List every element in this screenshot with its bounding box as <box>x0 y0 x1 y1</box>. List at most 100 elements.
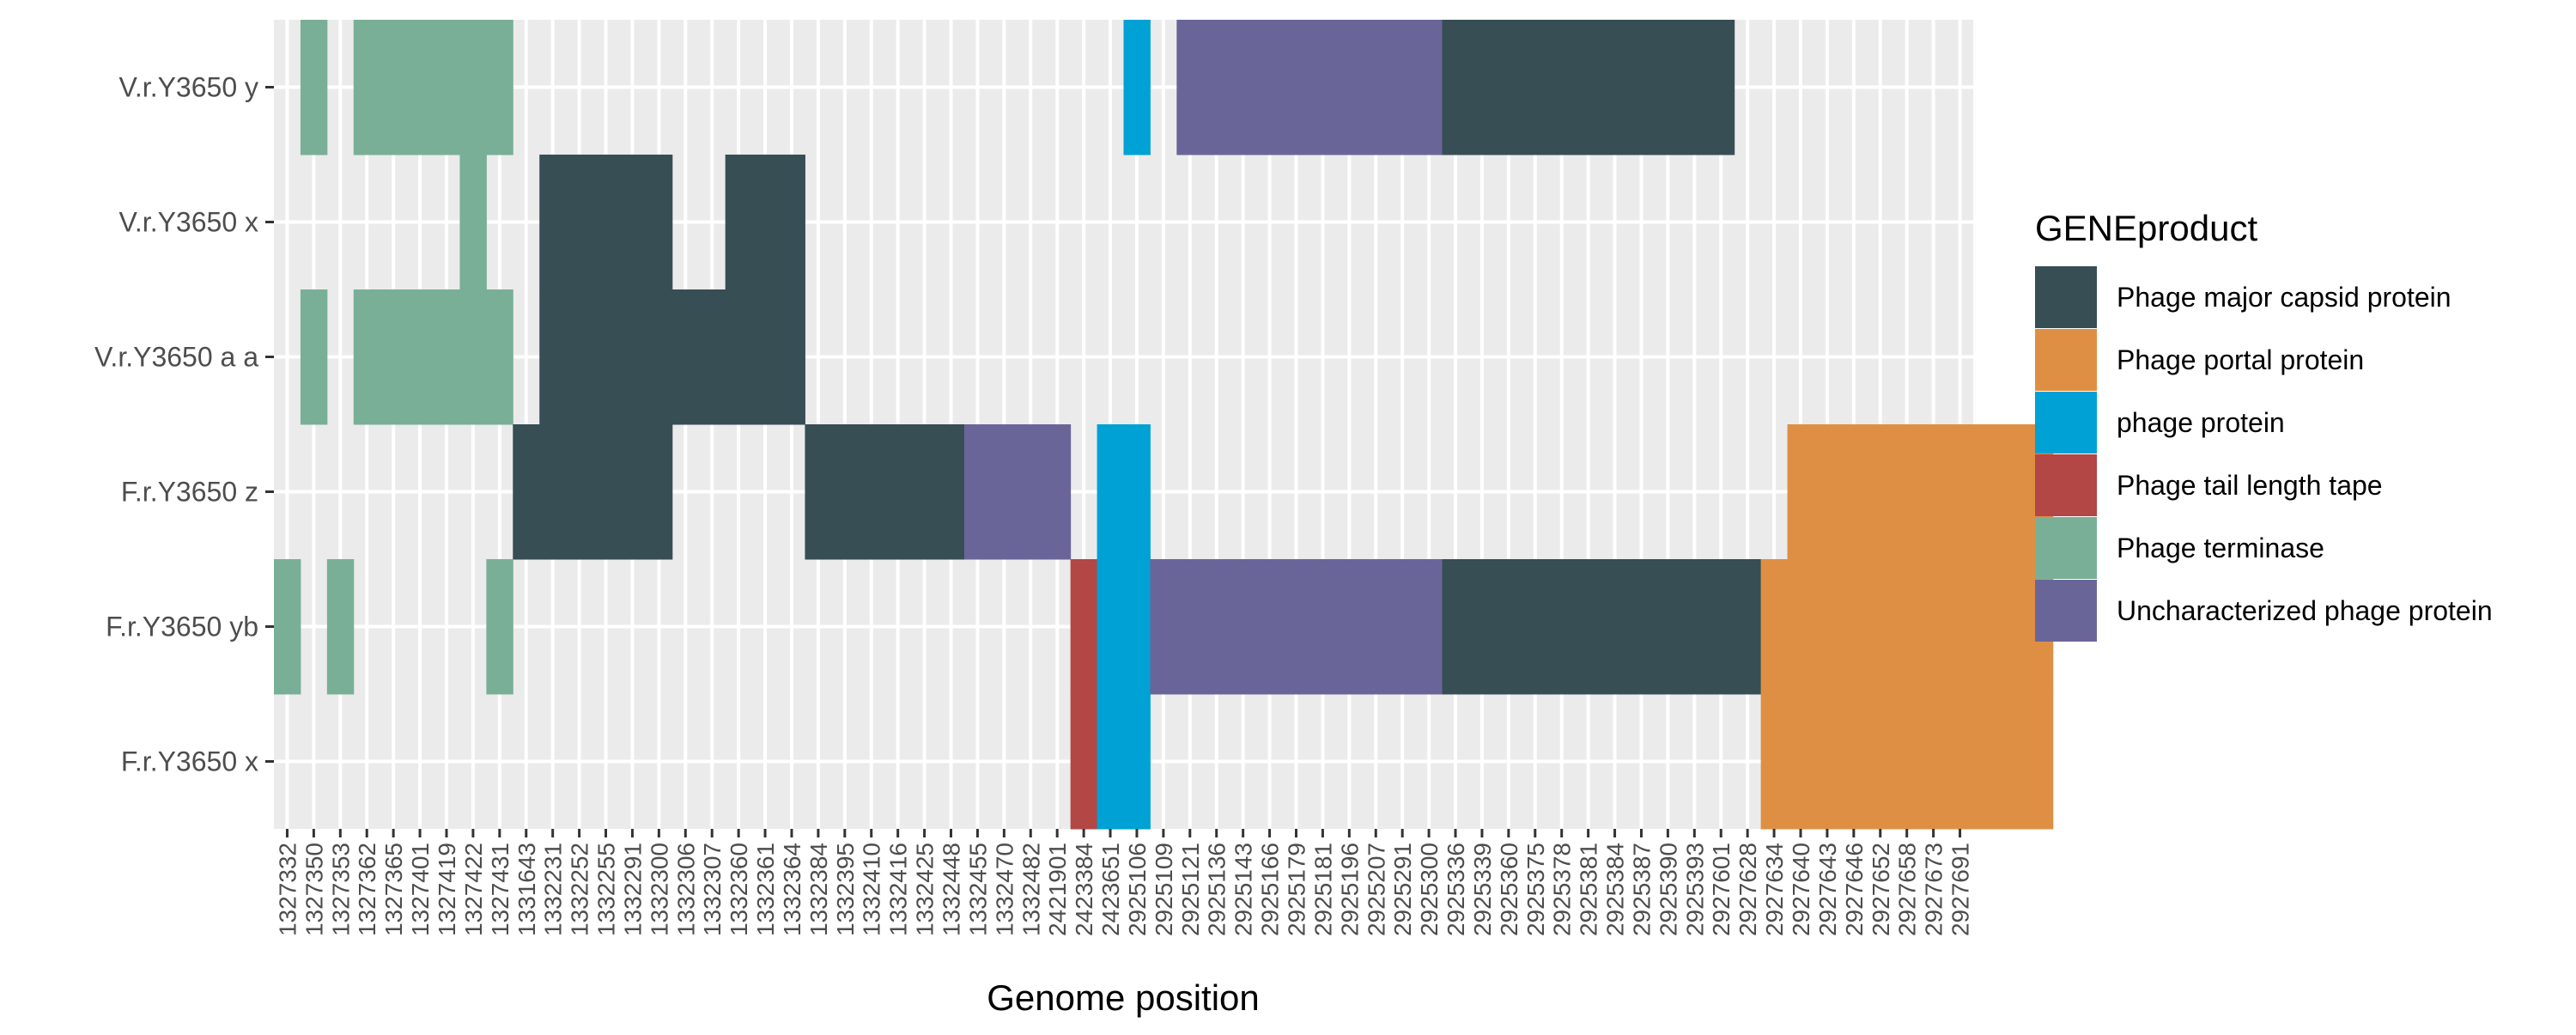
x-tick-label: 1332231 <box>540 843 567 936</box>
x-tick-label: 1332307 <box>699 843 726 936</box>
y-tick-label: F.r.Y3650 z <box>121 477 258 508</box>
heatmap-tile <box>805 424 965 560</box>
legend-label: Phage major capsid protein <box>2117 282 2451 313</box>
x-tick-label: 2927652 <box>1868 843 1894 936</box>
y-tick-label: V.r.Y3650 x <box>119 207 259 238</box>
heatmap-tile <box>1070 559 1098 695</box>
x-tick-label: 1332395 <box>832 843 859 936</box>
x-tick-label: 1332470 <box>991 843 1018 936</box>
x-tick-label: 2925393 <box>1681 843 1708 936</box>
x-tick-label: 1332300 <box>646 843 672 936</box>
x-tick-label: 2927628 <box>1735 843 1761 936</box>
x-tick-label: 1327401 <box>407 843 434 936</box>
x-tick-label: 1332364 <box>779 843 805 936</box>
x-tick-label: 2925387 <box>1628 843 1655 936</box>
heatmap-tile <box>353 289 513 425</box>
legend-title: GENEproduct <box>2035 208 2257 248</box>
x-tick-label: 2927643 <box>1814 843 1841 936</box>
x-tick-label: 1327362 <box>354 843 380 936</box>
x-axis: 1327332 1327350 1327353 1327362 1327365 13274… <box>274 829 1974 936</box>
legend-label: Phage portal protein <box>2117 344 2364 375</box>
x-tick-label: 2925384 <box>1602 843 1629 936</box>
heatmap-tile <box>300 20 328 155</box>
x-tick-label: 1332482 <box>1018 843 1044 936</box>
legend: GENEproduct Phage major capsid protein Ph… <box>2035 208 2493 642</box>
heatmap-tile <box>353 20 513 155</box>
heatmap-tile <box>513 424 673 560</box>
legend-label: Uncharacterized phage protein <box>2117 595 2493 626</box>
legend-swatch <box>2035 580 2097 642</box>
y-axis: V.r.Y3650 y V.r.Y3650 x V.r.Y3650 a a F.r.Y… <box>94 72 274 777</box>
heatmap-tile <box>1442 20 1735 155</box>
x-tick-label: 1327422 <box>460 843 487 936</box>
x-tick-label: 1327353 <box>327 843 354 936</box>
x-tick-label: 1332416 <box>885 843 912 936</box>
x-tick-label: 1332425 <box>912 843 939 936</box>
x-tick-label: 2925136 <box>1204 843 1230 936</box>
x-tick-label: 2927673 <box>1921 843 1947 936</box>
legend-label: Phage tail length tape <box>2117 470 2383 501</box>
x-tick-label: 2925166 <box>1257 843 1284 936</box>
x-tick-label: 1332384 <box>805 843 832 936</box>
heatmap-tile <box>963 424 1072 560</box>
heatmap-tile <box>1097 424 1151 560</box>
legend-swatch <box>2035 517 2097 579</box>
x-tick-label: 1327431 <box>487 843 513 936</box>
heatmap-tile <box>459 155 487 290</box>
x-tick-label: 2927601 <box>1708 843 1735 936</box>
x-tick-label: 1331643 <box>513 843 540 936</box>
heatmap-tile <box>1150 559 1443 695</box>
x-tick-label: 2927658 <box>1894 843 1921 936</box>
x-tick-label: 2927634 <box>1761 843 1788 936</box>
y-tick-label: V.r.Y3650 a a <box>94 342 258 373</box>
heatmap-tile <box>725 155 805 290</box>
x-tick-label: 2925390 <box>1655 843 1681 936</box>
x-tick-label: 1332360 <box>726 843 752 936</box>
x-tick-label: 2925360 <box>1496 843 1522 936</box>
x-tick-label: 2925339 <box>1469 843 1496 936</box>
y-tick-label: F.r.Y3650 x <box>121 746 258 777</box>
x-tick-label: 2925375 <box>1522 843 1549 936</box>
heatmap-tile <box>1097 694 1151 830</box>
heatmap-tile <box>300 289 328 425</box>
x-tick-label: 1327419 <box>434 843 460 936</box>
legend-swatch <box>2035 392 2097 454</box>
x-tick-label: 2925196 <box>1336 843 1363 936</box>
heatmap-tile <box>539 155 673 290</box>
legend-swatch <box>2035 266 2097 328</box>
x-tick-label: 1332455 <box>964 843 991 936</box>
x-tick-label: 2925336 <box>1443 843 1469 936</box>
x-tick-label: 2925143 <box>1230 843 1257 936</box>
heatmap-tile <box>1123 20 1151 155</box>
legend-swatch <box>2035 329 2097 391</box>
x-tick-label: 1332361 <box>752 843 779 936</box>
x-tick-label: 1327332 <box>274 843 301 936</box>
heatmap-tile <box>326 559 355 695</box>
x-tick-label: 2421901 <box>1044 843 1071 936</box>
heatmap-tile <box>1442 559 1762 695</box>
x-tick-label: 2925109 <box>1151 843 1177 936</box>
heatmap-tile <box>539 289 805 425</box>
x-tick-label: 2925291 <box>1389 843 1416 936</box>
x-tick-label: 2423384 <box>1071 843 1097 936</box>
heatmap-tile <box>1176 20 1443 155</box>
x-tick-label: 2925378 <box>1549 843 1576 936</box>
heatmap-tiles <box>274 20 2054 830</box>
heatmap-tile <box>486 559 513 695</box>
x-tick-label: 1332255 <box>593 843 620 936</box>
x-axis-title: Genome position <box>987 977 1260 1018</box>
x-tick-label: 1332306 <box>672 843 699 936</box>
heatmap-tile <box>1760 559 2054 695</box>
x-tick-label: 1332291 <box>619 843 646 936</box>
x-tick-label: 2925207 <box>1363 843 1389 936</box>
x-tick-label: 2927691 <box>1947 843 1974 936</box>
legend-label: Phage terminase <box>2117 533 2324 563</box>
y-tick-label: V.r.Y3650 y <box>119 72 259 103</box>
heatmap-tile <box>274 559 301 695</box>
heatmap-tile <box>1760 694 2054 830</box>
legend-label: phage protein <box>2117 407 2285 438</box>
x-tick-label: 1332448 <box>939 843 965 936</box>
x-tick-label: 2927646 <box>1841 843 1868 936</box>
x-tick-label: 2423651 <box>1097 843 1124 936</box>
